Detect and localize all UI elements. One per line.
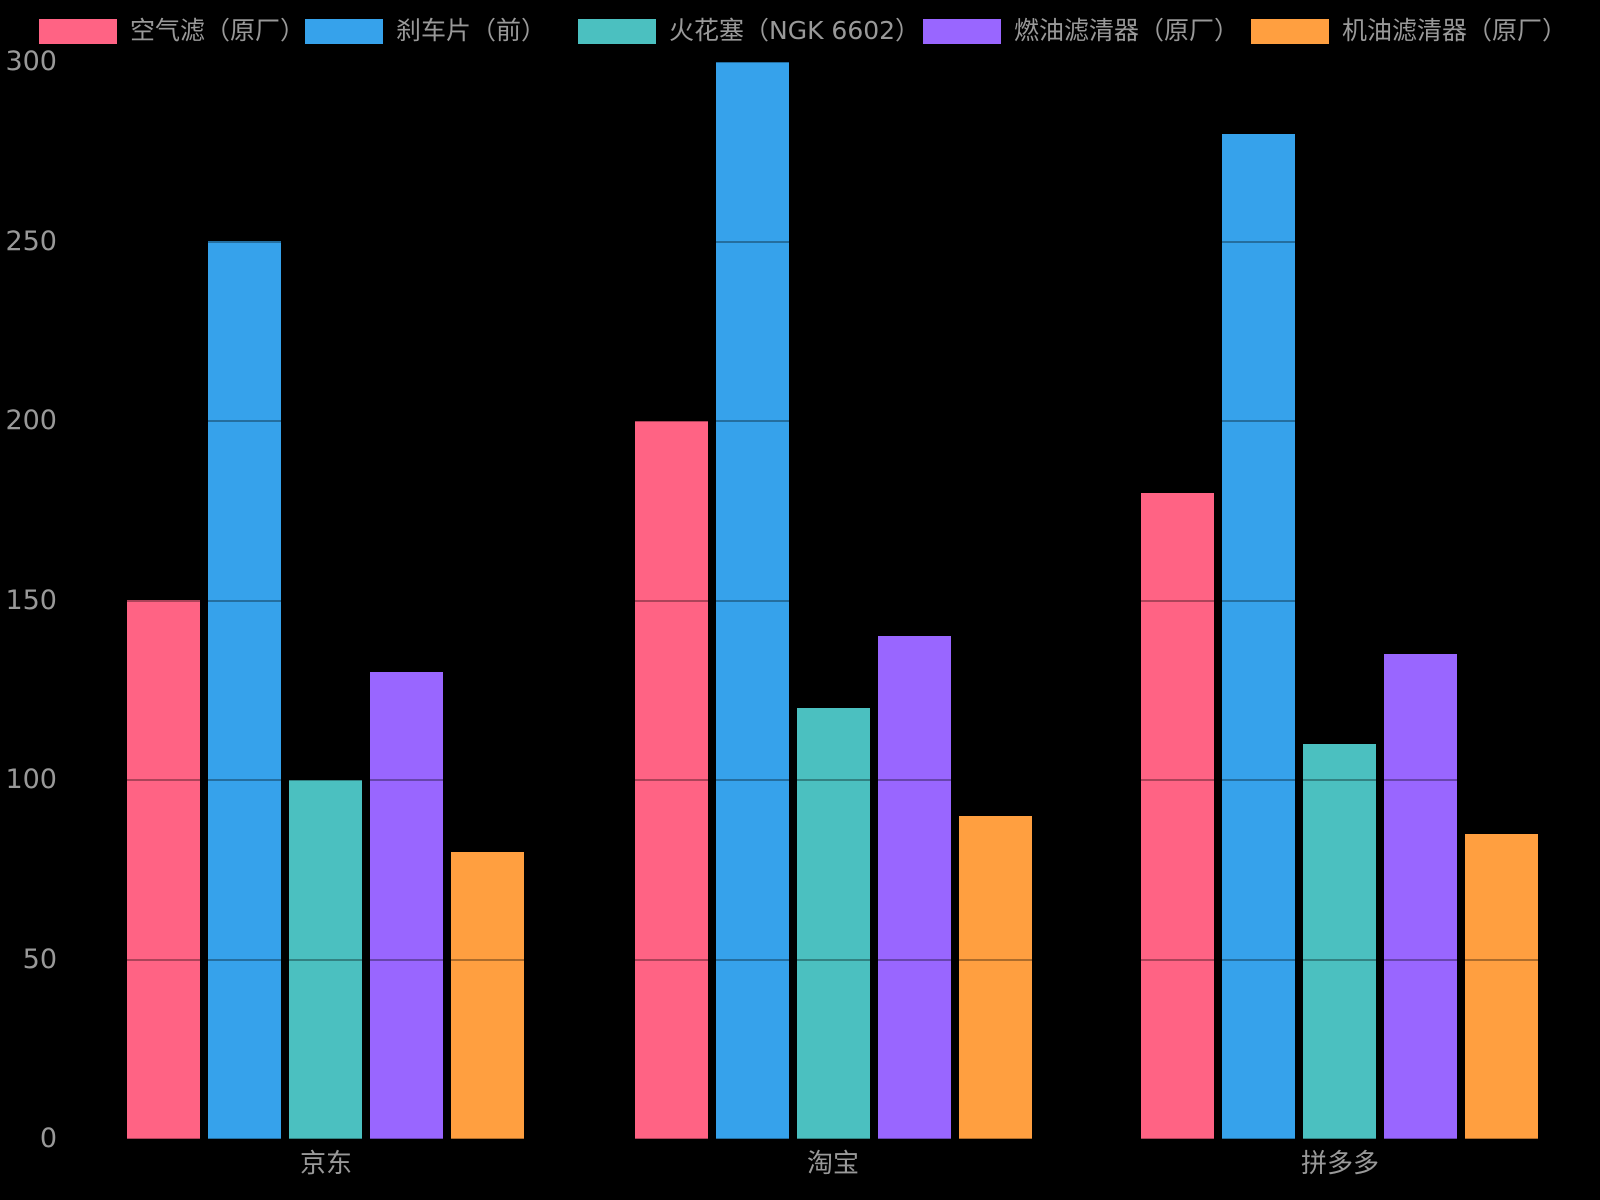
bar-拼多多-series-4[interactable] (1384, 654, 1457, 1139)
gridline-150 (75, 599, 1595, 602)
legend-item-1[interactable]: 空气滤（原厂） (39, 16, 305, 46)
bar-淘宝-series-4[interactable] (878, 636, 951, 1139)
bar-拼多多-series-3[interactable] (1303, 744, 1376, 1139)
legend-item-3[interactable]: 火花塞（NGK 6602） (578, 16, 920, 46)
bar-京东-series-3[interactable] (289, 780, 362, 1139)
bar-京东-series-4[interactable] (370, 672, 443, 1139)
legend-item-4[interactable]: 燃油滤清器（原厂） (923, 16, 1239, 46)
x-axis-category-label: 淘宝 (806, 1149, 859, 1179)
x-axis-category-label: 拼多多 (1300, 1149, 1379, 1179)
bar-拼多多-series-2[interactable] (1222, 134, 1295, 1139)
legend-swatch-icon (923, 18, 1001, 44)
bar-淘宝-series-5[interactable] (959, 816, 1032, 1139)
legend-label: 火花塞（NGK 6602） (669, 16, 921, 45)
legend-swatch-icon (578, 18, 656, 44)
legend-item-2[interactable]: 刹车片（前） (305, 16, 546, 46)
bar-淘宝-series-2[interactable] (716, 62, 789, 1139)
gridline-0 (75, 1138, 1595, 1140)
legend-swatch-icon (39, 18, 117, 44)
gridline-300 (75, 61, 1595, 63)
gridline-100 (75, 779, 1595, 781)
legend-label: 燃油滤清器（原厂） (1014, 16, 1240, 45)
bar-京东-series-1[interactable] (127, 600, 200, 1139)
y-axis-tick-label: 200 (5, 405, 57, 436)
legend-label: 空气滤（原厂） (130, 16, 306, 45)
y-axis-tick-label: 100 (5, 764, 57, 795)
gridline-200 (75, 420, 1595, 422)
y-axis-tick-label: 250 (5, 225, 57, 257)
gridline-50 (75, 958, 1595, 961)
bar-淘宝-series-3[interactable] (797, 708, 870, 1139)
bar-京东-series-5[interactable] (451, 852, 524, 1139)
legend-item-5[interactable]: 机油滤清器（原厂） (1251, 16, 1567, 46)
bar-京东-series-2[interactable] (208, 241, 281, 1139)
legend-swatch-icon (1251, 18, 1329, 44)
bar-拼多多-series-1[interactable] (1141, 493, 1214, 1139)
bar-拼多多-series-5[interactable] (1465, 834, 1538, 1139)
legend-label: 刹车片（前） (396, 16, 547, 45)
x-axis-category-label: 京东 (299, 1149, 352, 1179)
gridline-250 (75, 240, 1595, 243)
y-axis-tick-label: 50 (22, 943, 57, 975)
y-axis-tick-label: 150 (5, 584, 57, 616)
bar-淘宝-series-1[interactable] (635, 421, 708, 1139)
legend-label: 机油滤清器（原厂） (1342, 16, 1568, 45)
legend-swatch-icon (305, 18, 383, 44)
y-axis-tick-label: 300 (5, 46, 57, 77)
y-axis-tick-label: 0 (39, 1123, 57, 1154)
